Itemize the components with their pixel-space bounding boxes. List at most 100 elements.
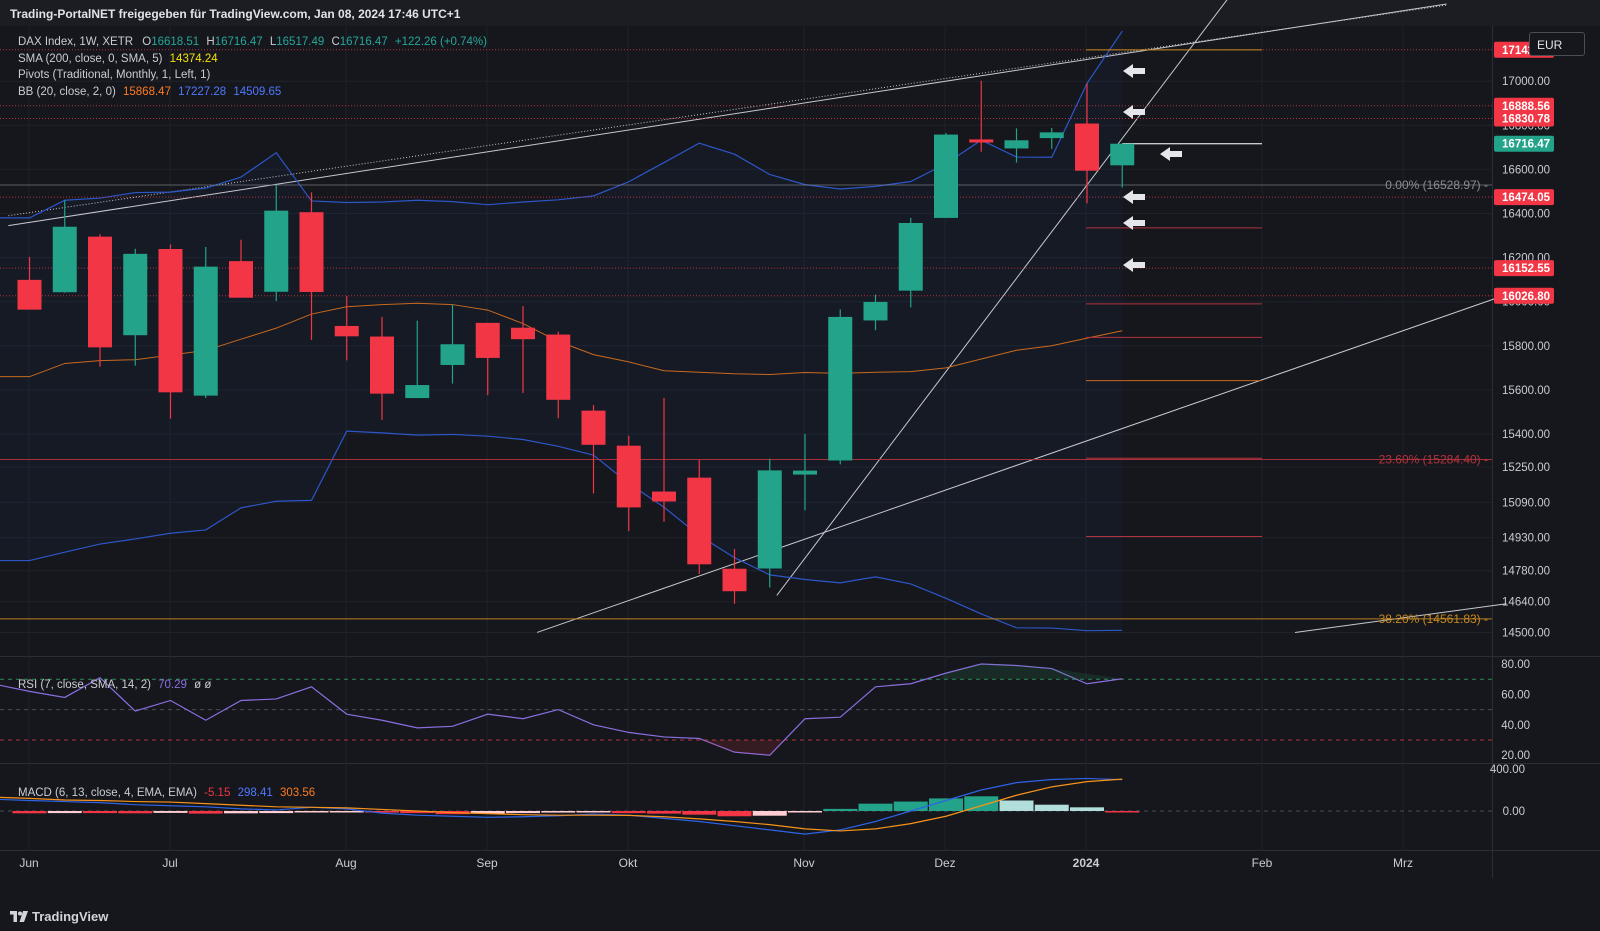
- legend-pivots-label: Pivots (Traditional, Monthly, 1, Left, 1…: [18, 69, 211, 81]
- macd-legend: MACD (6, 13, close, 4, EMA, EMA) -5.15 2…: [18, 787, 315, 799]
- legend-high: 16716.47: [214, 36, 263, 48]
- price-tick-label: 15250.00: [1502, 462, 1550, 474]
- price-tag: 16152.55: [1494, 260, 1554, 277]
- candle-body: [687, 477, 712, 565]
- candle-body: [722, 568, 747, 592]
- main-legend: DAX Index, 1W, XETR O16618.51 H16716.47 …: [18, 34, 487, 100]
- macd-histogram-bar: [964, 796, 999, 811]
- time-axis: Jun Jul Aug Sep Okt Nov Dez 2024 Feb Mrz: [19, 856, 1413, 870]
- macd-histogram-bar: [118, 811, 153, 814]
- price-tick-label: 16400.00: [1502, 209, 1550, 221]
- macd-histogram-bar: [188, 811, 223, 814]
- legend-symbol: DAX Index, 1W, XETR: [18, 36, 134, 48]
- candle-body: [1075, 123, 1099, 171]
- macd-histogram-bar: [365, 811, 399, 813]
- macd-histogram-bar: [858, 803, 893, 811]
- macd-histogram-bar: [1034, 804, 1069, 811]
- price-tag: 16830.78: [1494, 110, 1554, 127]
- price-tick-label: 17000.00: [1502, 76, 1550, 88]
- macd-histogram-bar: [470, 811, 505, 814]
- legend-bb-row: BB (20, close, 2, 0) 15868.47 17227.28 1…: [18, 84, 487, 101]
- macd-label: MACD (6, 13, close, 4, EMA, EMA): [18, 787, 197, 799]
- macd-histogram-bar: [400, 811, 435, 814]
- price-tag-bg: [1494, 287, 1554, 304]
- tradingview-logo-icon: [10, 911, 28, 922]
- candle-body: [934, 134, 958, 218]
- candle-body: [264, 210, 289, 292]
- candle-body: [158, 249, 183, 393]
- candle-body: [828, 316, 853, 461]
- price-tag-bg: [1494, 110, 1554, 127]
- tradingview-logo[interactable]: TradingView: [10, 909, 108, 924]
- price-tick-label: 15090.00: [1502, 497, 1550, 509]
- candle-body: [405, 385, 430, 399]
- left-arrow-icon: [1123, 216, 1145, 230]
- candle-body: [581, 410, 606, 445]
- time-tick-label: Jun: [19, 856, 38, 870]
- chart-canvas[interactable]: 0.00% (16528.97) - 23.60% (15284.40) - 38.…: [0, 0, 1600, 901]
- candle-body: [1039, 132, 1064, 139]
- candle-body: [757, 470, 782, 569]
- trendline: [776, 0, 1228, 596]
- rsi-tick-label: 40.00: [1501, 720, 1530, 732]
- legend-sma-row: SMA (200, close, 0, SMA, 5) 14374.24: [18, 51, 487, 68]
- candle-body: [123, 253, 148, 336]
- price-tag-label: 16830.78: [1502, 114, 1551, 126]
- macd-histogram-bar: [717, 811, 752, 817]
- candle-body: [652, 491, 676, 502]
- fib-level-label: 0.00% (16528.97) -: [1385, 178, 1488, 192]
- candle-body: [616, 445, 641, 508]
- macd-tick-label: 0.00: [1503, 806, 1525, 818]
- time-tick-label: Feb: [1252, 856, 1273, 870]
- tradingview-brand: TradingView: [32, 909, 109, 924]
- legend-h-label: H: [206, 36, 215, 48]
- top-bar: Trading-PortalNET freigegeben für Tradin…: [0, 0, 1600, 26]
- macd-histogram-bar: [929, 798, 963, 811]
- macd-histogram-bar: [294, 811, 329, 813]
- macd-histogram-bar: [541, 811, 576, 813]
- fib-level-label: 23.60% (15284.40) -: [1379, 452, 1488, 466]
- fib-level-label: 38.20% (14561.83) -: [1379, 612, 1488, 626]
- candle-body: [511, 327, 535, 340]
- price-tag-label: 16026.80: [1502, 291, 1550, 303]
- rsi-label: RSI (7, close, SMA, 14, 2): [18, 679, 151, 691]
- price-tag-bg: [1494, 260, 1554, 277]
- macd-hist-value: -5.15: [204, 787, 231, 799]
- macd-histogram-bar: [611, 811, 646, 814]
- rsi-extra: ø ø: [194, 679, 212, 691]
- macd-histogram-bar: [329, 811, 364, 813]
- rsi-oversold-fill: [699, 740, 784, 756]
- macd-histogram-bar: [576, 811, 611, 813]
- legend-low: 16517.49: [276, 36, 325, 48]
- candle-body: [229, 261, 253, 298]
- chart-background: [0, 26, 1600, 901]
- legend-sma-label: SMA (200, close, 0, SMA, 5): [18, 52, 163, 65]
- candle-body: [193, 266, 218, 396]
- macd-signal-line: [0, 778, 1123, 832]
- rsi-pane: 80.00 60.00 40.00 20.00: [0, 659, 1530, 762]
- trendline: [8, 4, 1447, 217]
- annotation-arrows: [1123, 64, 1182, 272]
- legend-l-label: L: [269, 36, 277, 48]
- price-levels: 0.00% (16528.97) - 23.60% (15284.40) - 38.…: [0, 49, 1492, 626]
- macd-histogram-bar: [752, 811, 787, 816]
- legend-bb-upper: 17227.28: [178, 85, 227, 98]
- price-tag-bg: [1494, 97, 1554, 114]
- price-tag: 16474.05: [1494, 189, 1554, 206]
- currency-button[interactable]: EUR: [1529, 32, 1585, 56]
- candle-body: [334, 325, 359, 337]
- price-tag-label: 16716.47: [1502, 139, 1550, 151]
- price-tag-label: 16152.55: [1502, 263, 1551, 275]
- macd-histogram-bar: [893, 801, 928, 811]
- time-tick-label: 2024: [1073, 856, 1100, 870]
- candle-body: [1004, 140, 1029, 149]
- macd-tick-label: 400.00: [1490, 764, 1525, 776]
- price-tick-label: 14500.00: [1502, 627, 1550, 639]
- time-tick-label: Dez: [934, 856, 955, 870]
- bb-lower-line: [0, 430, 1123, 632]
- candle-body: [370, 336, 394, 394]
- price-tag: 16026.80: [1494, 287, 1554, 304]
- macd-histogram-bar: [259, 811, 294, 814]
- trendline: [1294, 603, 1507, 633]
- candle-body: [475, 322, 500, 358]
